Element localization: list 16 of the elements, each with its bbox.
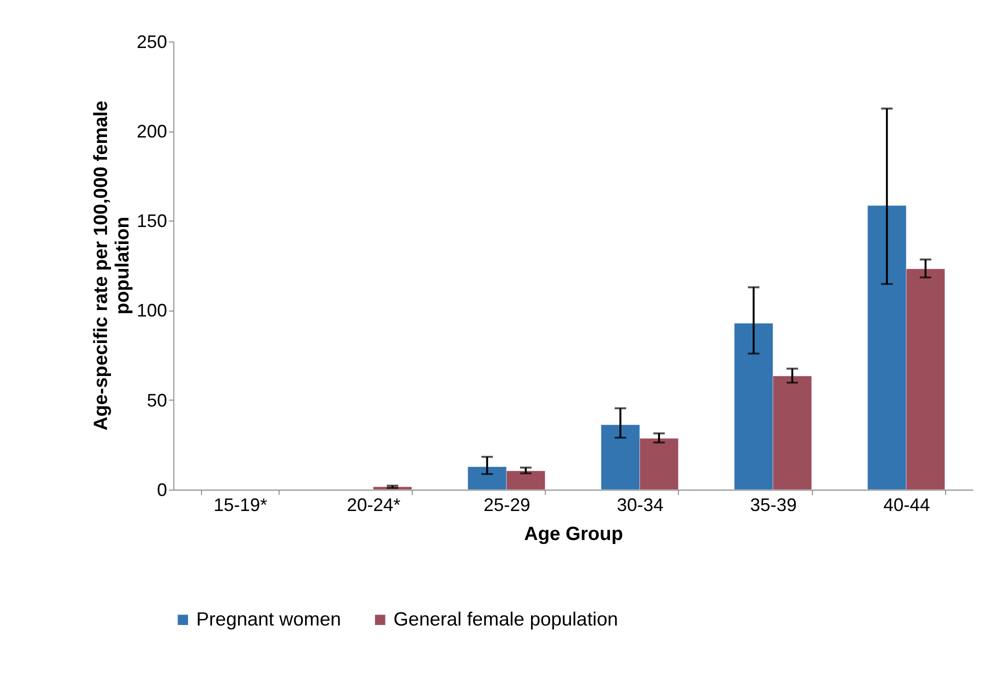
x-tick-label: 25-29 — [484, 495, 530, 516]
legend-label: Pregnant women — [196, 610, 342, 631]
y-tick-label: 150 — [136, 211, 168, 231]
x-tick-label: 15-19* — [214, 495, 268, 516]
y-tick-label: 200 — [136, 121, 168, 142]
x-tick-label: 35-39 — [750, 495, 797, 516]
legend-label: General female population — [394, 610, 618, 631]
x-tick-label: 20-24* — [346, 495, 400, 516]
y-tick-label: 250 — [136, 32, 168, 52]
y-tick-label: 0 — [156, 480, 168, 500]
y-tick-label: 50 — [146, 390, 168, 410]
y-axis-title: Age-specific rate per 100,000 female population — [91, 100, 134, 431]
x-tick-label: 40-44 — [883, 495, 930, 516]
x-axis-title: Age Group — [524, 524, 624, 545]
y-tick-label: 100 — [136, 300, 168, 321]
x-tick-label: 30-34 — [616, 495, 664, 516]
